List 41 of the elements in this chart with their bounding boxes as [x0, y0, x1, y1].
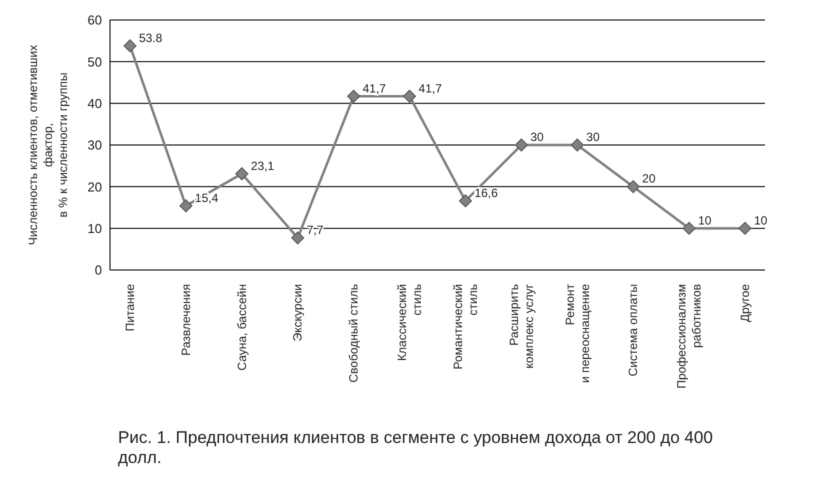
point — [626, 180, 640, 194]
data-label: 30 — [530, 130, 544, 144]
x-tick-label: Экскурсии — [290, 284, 305, 342]
x-tick-label: Классический стиль — [395, 284, 424, 361]
point — [738, 222, 752, 235]
y-tick-label: 50 — [88, 54, 102, 70]
x-tick-label: Свободный стиль — [346, 284, 361, 383]
x-tick-label: Профессионализм работников — [674, 284, 704, 389]
y-tick-label: 30 — [88, 138, 102, 153]
y-tick-label: 10 — [88, 220, 102, 236]
x-tick-label: Система оплаты — [626, 284, 640, 376]
x-tick-label: Сауна, бассейн — [234, 284, 249, 371]
point — [403, 90, 416, 103]
y-tick-label: 20 — [88, 179, 102, 194]
data-label: 41,7 — [418, 81, 442, 96]
point — [235, 167, 248, 180]
point — [458, 194, 472, 208]
y-tick-label: 40 — [88, 96, 102, 111]
data-label: 23,1 — [250, 158, 274, 173]
x-tick-label: Развлечения — [178, 284, 193, 356]
text: Рис. 1. Предпочтения клиентов в сегменте с уровнем дохода от 200 до 400 долл. — [118, 428, 714, 468]
x-tick-label: Романтический стиль — [450, 284, 480, 370]
data-label: 16,6 — [474, 186, 498, 200]
data-label: 30 — [586, 130, 600, 144]
point — [124, 39, 136, 52]
y-tick-label: 60 — [88, 12, 102, 28]
x-tick-label: Питание — [123, 284, 137, 332]
data-label: 53.8 — [139, 30, 163, 45]
data-label: 10 — [698, 213, 712, 228]
x-tick-label: Другое — [738, 284, 752, 322]
y-axis-title: Численность клиентов, отметивших фактор, в % к численности группы — [26, 44, 70, 246]
point — [291, 231, 304, 244]
data-label: 41,7 — [362, 81, 386, 96]
point — [347, 90, 360, 103]
point — [179, 199, 192, 212]
point — [570, 138, 584, 152]
point — [682, 222, 696, 235]
data-label: 20 — [642, 172, 656, 186]
y-tick-label: 0 — [94, 262, 102, 278]
data-label: 10 — [754, 213, 768, 228]
point — [514, 138, 528, 152]
